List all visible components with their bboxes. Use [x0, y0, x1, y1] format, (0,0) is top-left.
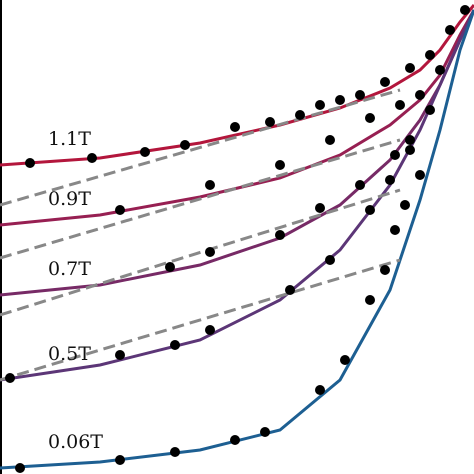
data-point	[265, 117, 275, 127]
data-point	[260, 427, 270, 437]
data-point	[25, 158, 35, 168]
series-label: 0.7T	[48, 258, 91, 280]
data-point	[325, 255, 335, 265]
data-point	[425, 50, 435, 60]
curve	[0, 4, 474, 167]
series-label: 0.9T	[48, 188, 91, 210]
data-point	[415, 170, 425, 180]
data-point	[390, 225, 400, 235]
fit-line	[0, 188, 401, 317]
data-point	[295, 110, 305, 120]
data-point	[340, 355, 350, 365]
data-point	[140, 147, 150, 157]
fit-line	[0, 258, 401, 382]
data-point	[365, 295, 375, 305]
data-point	[87, 153, 97, 163]
data-point	[385, 175, 395, 185]
data-point	[115, 455, 125, 465]
data-point	[380, 77, 390, 87]
data-point	[425, 105, 435, 115]
data-point	[275, 160, 285, 170]
data-point	[405, 63, 415, 73]
data-point	[230, 122, 240, 132]
data-point	[5, 373, 15, 383]
data-point	[390, 150, 400, 160]
data-point	[400, 200, 410, 210]
series-label: 0.5T	[48, 343, 91, 365]
series-label: 1.1T	[48, 128, 91, 150]
series-label: 0.06T	[48, 431, 103, 453]
data-point	[405, 135, 415, 145]
data-point	[395, 100, 405, 110]
curve	[0, 9, 474, 470]
data-point	[205, 325, 215, 335]
data-point	[170, 447, 180, 457]
data-point	[445, 25, 455, 35]
data-point	[380, 265, 390, 275]
data-point	[170, 340, 180, 350]
data-point	[115, 205, 125, 215]
data-point	[415, 90, 425, 100]
data-point	[230, 435, 240, 445]
data-point	[205, 247, 215, 257]
data-point	[315, 203, 325, 213]
data-point	[325, 135, 335, 145]
data-point	[180, 140, 190, 150]
data-point	[355, 180, 365, 190]
fit-line	[0, 88, 401, 207]
data-point	[335, 95, 345, 105]
data-point	[405, 145, 415, 155]
curve	[0, 9, 474, 227]
data-point	[435, 65, 445, 75]
data-point	[15, 463, 25, 473]
data-point	[315, 385, 325, 395]
fit-line	[0, 138, 401, 260]
data-point	[115, 350, 125, 360]
curve	[0, 9, 474, 382]
data-point	[460, 5, 470, 15]
data-point	[315, 100, 325, 110]
data-point	[275, 230, 285, 240]
data-point	[205, 180, 215, 190]
data-point	[365, 113, 375, 123]
data-point	[355, 90, 365, 100]
data-point	[165, 262, 175, 272]
data-point	[285, 285, 295, 295]
data-point	[365, 205, 375, 215]
